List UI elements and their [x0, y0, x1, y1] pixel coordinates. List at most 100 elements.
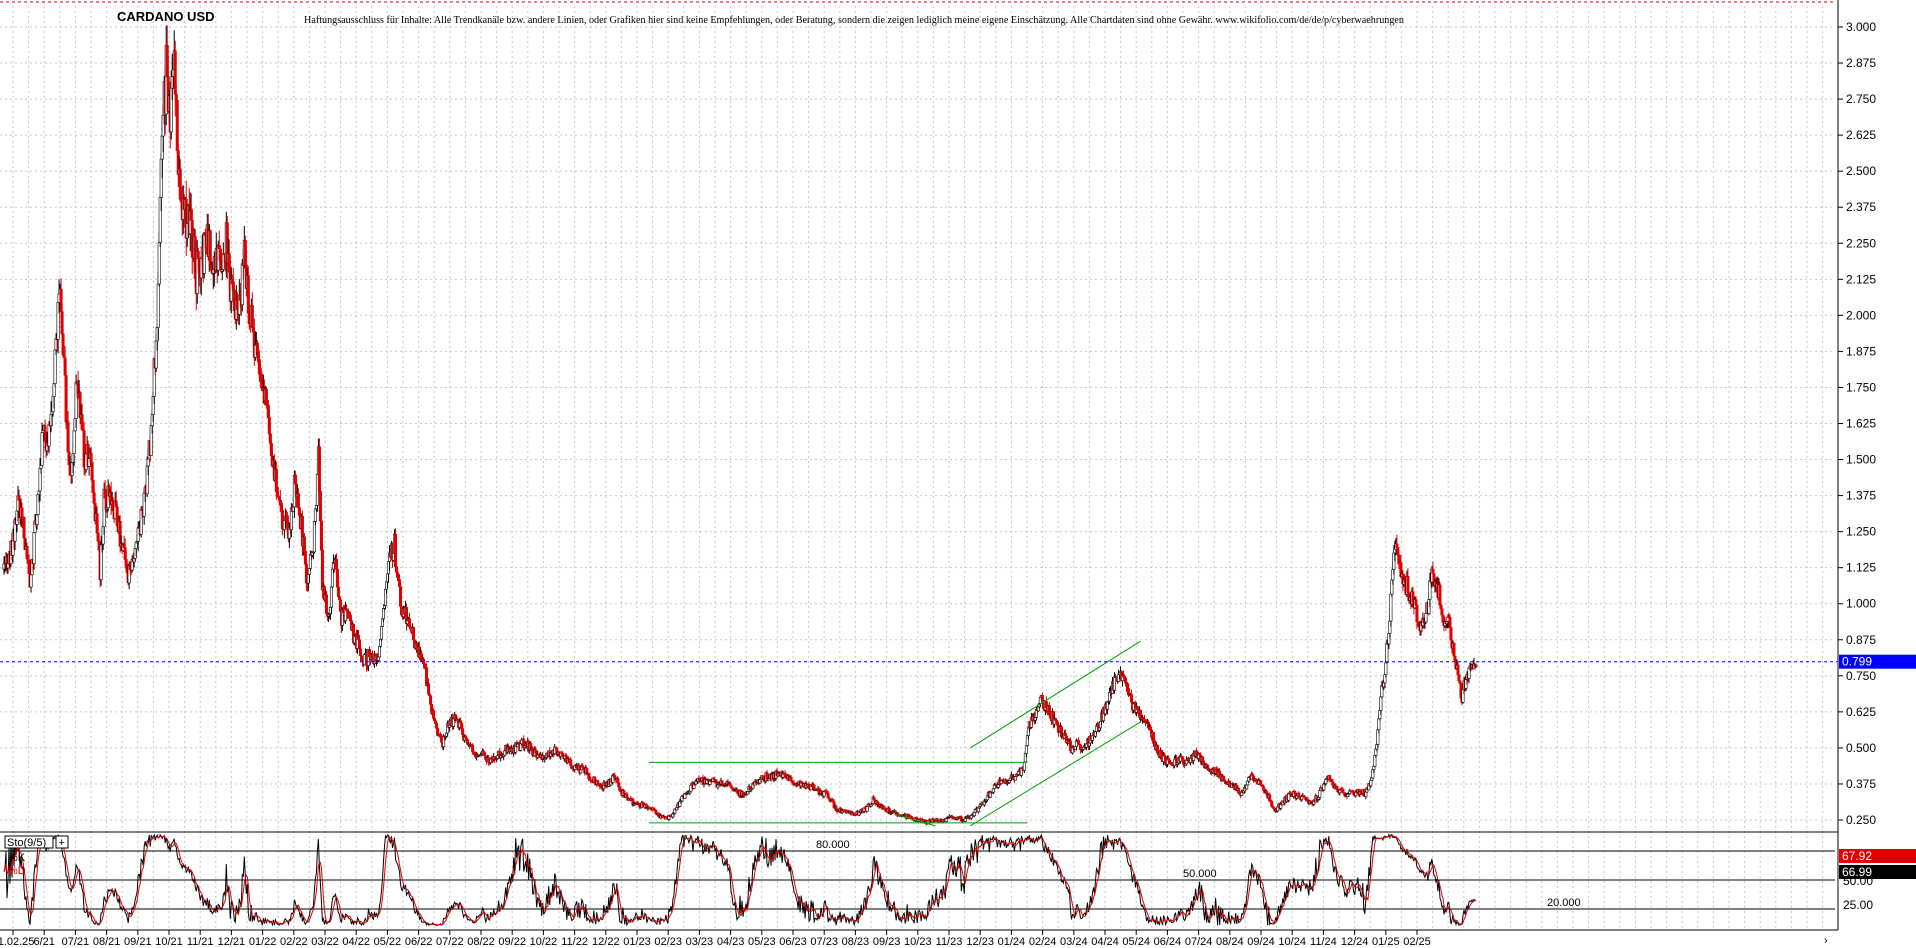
- legend-d: %D: [8, 865, 26, 877]
- candle-body: [1395, 543, 1399, 548]
- x-tick-label: 08/22: [467, 936, 495, 948]
- chart-title: CARDANO USD: [117, 9, 215, 24]
- y-tick-label: 1.750: [1846, 380, 1876, 394]
- x-tick-label: 07/21: [62, 936, 90, 948]
- candle-body: [302, 536, 306, 552]
- candle-body: [1113, 676, 1117, 691]
- x-tick-label: 06/24: [1154, 936, 1182, 948]
- x-tick-label: 01/24: [998, 936, 1026, 948]
- x-tick-label: 11/22: [561, 936, 588, 948]
- y-tick-label: 2.875: [1846, 56, 1876, 70]
- candle-body: [436, 728, 440, 736]
- candle-body: [246, 275, 250, 314]
- candle-body: [1152, 732, 1156, 744]
- candle-body: [196, 251, 200, 260]
- y-tick-label: 1.625: [1846, 417, 1876, 431]
- candle-body: [334, 558, 338, 570]
- candle-body: [146, 458, 150, 467]
- candle-body: [1013, 776, 1017, 781]
- y-tick-label: 3.000: [1846, 20, 1876, 34]
- x-tick-label: 02/22: [280, 936, 308, 948]
- x-tick-label: 05/24: [1122, 936, 1150, 948]
- candle-body: [29, 574, 33, 588]
- candle-body: [1024, 745, 1028, 754]
- x-tick-label: 6/21: [33, 936, 54, 948]
- candle-body: [1181, 756, 1185, 761]
- candle-body: [569, 759, 573, 767]
- candle-body: [47, 423, 51, 447]
- x-tick-label: 03/23: [686, 936, 714, 948]
- candle-body: [175, 99, 179, 151]
- y-tick-label: 1.375: [1846, 489, 1876, 503]
- d-value-badge: [1839, 849, 1916, 863]
- candle-body: [296, 493, 300, 509]
- x-tick-label: 08/23: [842, 936, 870, 948]
- candle-body: [1424, 613, 1428, 623]
- x-tick-label: 04/23: [717, 936, 745, 948]
- x-tick-label: 04/22: [342, 936, 370, 948]
- y-tick-label: 1.875: [1846, 344, 1876, 358]
- x-tick-label: 01/22: [249, 936, 277, 948]
- candle-body: [267, 417, 271, 435]
- candle-body: [61, 333, 65, 356]
- indicator-label-box: [4, 835, 54, 849]
- candle-body: [72, 430, 76, 454]
- candle-body: [1448, 617, 1452, 628]
- candle-body: [783, 772, 787, 778]
- x-tick-label: 04/24: [1091, 936, 1119, 948]
- current-price-badge: [1839, 654, 1916, 669]
- trend-line: [895, 813, 936, 827]
- stoch-k-line: [3, 833, 1477, 927]
- candle-body: [378, 645, 382, 658]
- candle-body: [319, 520, 323, 551]
- candle-body: [394, 533, 398, 568]
- y-tick-label: 2.250: [1846, 236, 1876, 250]
- y-tick-label: 0.875: [1846, 633, 1876, 647]
- candle-body: [336, 586, 340, 598]
- candle-body: [1474, 665, 1478, 667]
- candle-body: [1384, 662, 1388, 676]
- y-tick-label: 1.250: [1846, 525, 1876, 539]
- x-tick-label: 12/22: [592, 936, 620, 948]
- x-tick-label: 10/21: [155, 936, 183, 948]
- candle-body: [613, 775, 617, 779]
- indicator-expand-button[interactable]: [55, 835, 69, 849]
- y-tick-label: 2.000: [1846, 308, 1876, 322]
- x-tick-label: 10/24: [1278, 936, 1306, 948]
- plus-icon: +: [59, 837, 65, 849]
- candle-body: [329, 586, 333, 608]
- candle-body: [346, 611, 350, 618]
- x-tick-label: 11/24: [1310, 936, 1337, 948]
- x-tick-label: 09/23: [873, 936, 901, 948]
- candle-body: [1022, 761, 1026, 771]
- candlestick-series: [2, 25, 1478, 826]
- candle-body: [90, 462, 94, 481]
- candle-body: [64, 375, 68, 423]
- y-tick-label: 2.750: [1846, 92, 1876, 106]
- disclaimer-text: Haftungsausschluss für Inhalte: Alle Tre…: [304, 15, 1404, 26]
- axis-background: [1835, 0, 1916, 948]
- x-tick-label: 02/23: [654, 936, 682, 948]
- trend-line: [970, 721, 1141, 827]
- x-tick-label: 01/23: [623, 936, 651, 948]
- y-tick-label: 2.375: [1846, 200, 1876, 214]
- candle-body: [865, 806, 869, 812]
- y-tick-label: 2.500: [1846, 164, 1876, 178]
- y-tick-label: 1.000: [1846, 597, 1876, 611]
- d-value-label: 67.92: [1842, 849, 1872, 863]
- candle-body: [396, 572, 400, 575]
- indicator-label: Sto(9/5): [7, 837, 46, 849]
- k-value-badge: [1839, 865, 1916, 879]
- scroll-right-icon[interactable]: ›: [1824, 935, 1828, 947]
- x-tick-label: 09/21: [124, 936, 152, 948]
- candle-body: [22, 516, 26, 539]
- candle-body: [377, 656, 381, 661]
- x-tick-label: 07/24: [1185, 936, 1213, 948]
- stoch-d-line: [3, 835, 1477, 926]
- candle-body: [1318, 790, 1322, 798]
- candle-body: [317, 446, 321, 492]
- x-tick-label: 10/23: [904, 936, 932, 948]
- candle-body: [1136, 706, 1140, 711]
